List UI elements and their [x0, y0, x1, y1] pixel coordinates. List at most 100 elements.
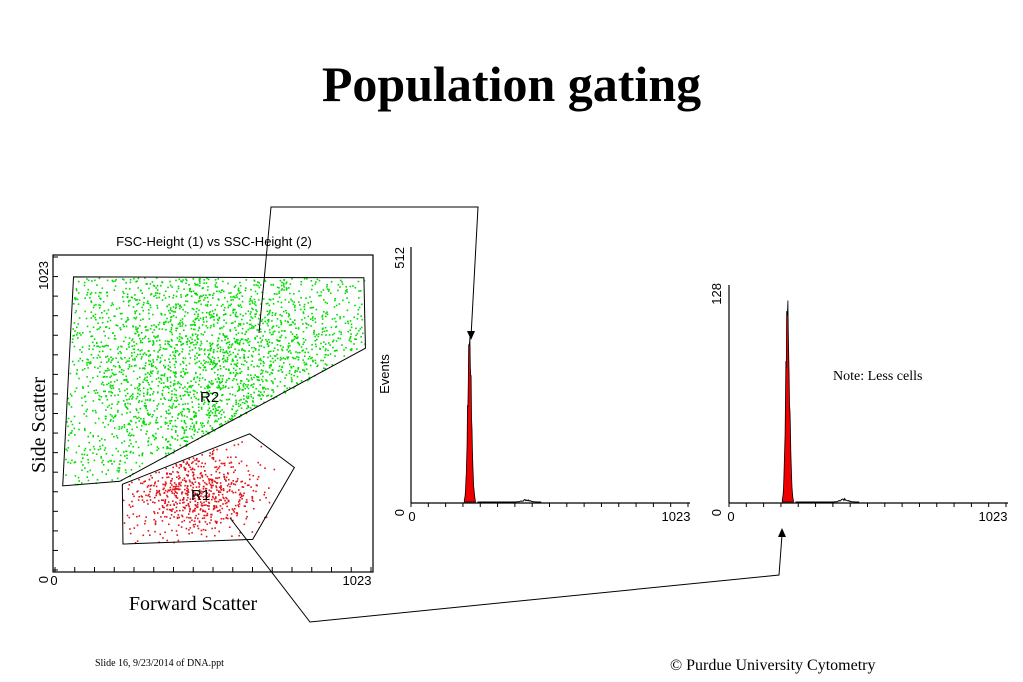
data-point-r2 — [219, 410, 222, 413]
data-point-r2 — [232, 296, 234, 298]
data-point-r1 — [193, 478, 196, 480]
data-point-r2 — [347, 320, 349, 323]
data-point-r2 — [280, 334, 283, 337]
data-point-r2 — [107, 423, 110, 426]
data-point-r2 — [191, 422, 194, 424]
data-point-r2 — [251, 360, 254, 362]
data-point-r2 — [85, 410, 87, 412]
data-point-r2 — [124, 379, 126, 381]
data-point-r1 — [189, 501, 192, 503]
data-point-r2 — [116, 403, 119, 405]
data-point-r2 — [245, 339, 248, 342]
data-point-r1 — [198, 483, 201, 486]
data-point-r1 — [185, 481, 187, 483]
data-point-r2 — [307, 358, 310, 360]
data-point-r2 — [99, 326, 101, 328]
data-point-r2 — [110, 356, 112, 358]
data-point-r2 — [81, 457, 84, 460]
data-point-r2 — [184, 372, 187, 374]
data-point-r2 — [130, 394, 133, 397]
data-point-r2 — [226, 379, 228, 381]
data-point-r2 — [267, 345, 270, 348]
data-point-r2 — [303, 355, 306, 357]
data-point-r2 — [125, 325, 128, 328]
data-point-r2 — [106, 369, 108, 372]
data-point-r2 — [147, 441, 149, 443]
data-point-r2 — [73, 415, 76, 418]
data-point-r2 — [326, 330, 328, 332]
data-point-r2 — [176, 399, 179, 401]
data-point-r2 — [188, 340, 191, 342]
data-point-r2 — [217, 356, 220, 359]
data-point-r2 — [82, 386, 84, 388]
data-point-r2 — [312, 359, 314, 362]
data-point-r2 — [321, 316, 324, 318]
data-point-r2 — [286, 357, 289, 360]
data-point-r2 — [231, 415, 233, 417]
data-point-r2 — [139, 389, 141, 392]
data-point-r2 — [227, 346, 230, 348]
data-point-r2 — [144, 377, 146, 379]
data-point-r2 — [213, 400, 216, 402]
data-point-r2 — [285, 309, 287, 312]
data-point-r2 — [126, 408, 129, 410]
data-point-r1 — [192, 509, 194, 512]
data-point-r2 — [194, 301, 196, 304]
data-point-r2 — [193, 414, 196, 417]
data-point-r1 — [180, 465, 182, 468]
data-point-r2 — [287, 345, 290, 347]
data-point-r2 — [252, 400, 254, 402]
data-point-r1 — [156, 491, 158, 494]
data-point-r1 — [157, 491, 159, 493]
data-point-r1 — [220, 489, 223, 491]
data-point-r2 — [239, 382, 242, 385]
data-point-r2 — [203, 321, 205, 323]
data-point-r2 — [104, 390, 106, 393]
data-point-r2 — [124, 455, 126, 457]
data-point-r2 — [180, 306, 183, 308]
data-point-r2 — [226, 335, 228, 337]
data-point-r2 — [197, 354, 200, 356]
data-point-r1 — [209, 455, 211, 457]
data-point-r1 — [199, 473, 202, 475]
data-point-r2 — [206, 303, 209, 306]
data-point-r2 — [71, 338, 74, 340]
data-point-r2 — [154, 366, 157, 368]
data-point-r2 — [218, 359, 221, 362]
data-point-r2 — [260, 398, 262, 400]
data-point-r2 — [74, 297, 76, 299]
data-point-r1 — [158, 492, 161, 495]
data-point-r1 — [161, 505, 164, 507]
data-point-r2 — [162, 321, 165, 324]
data-point-r2 — [237, 372, 239, 375]
data-point-r2 — [136, 303, 138, 306]
data-point-r2 — [299, 351, 301, 354]
data-point-r2 — [275, 396, 278, 398]
data-point-r2 — [227, 347, 230, 349]
data-point-r2 — [291, 340, 293, 343]
data-point-r1 — [164, 515, 166, 518]
hist2-secondary-peak — [795, 497, 860, 503]
data-point-r2 — [92, 348, 94, 351]
data-point-r1 — [128, 504, 131, 506]
data-point-r1 — [211, 451, 214, 453]
data-point-r2 — [321, 323, 324, 325]
data-point-r2 — [160, 378, 163, 381]
data-point-r1 — [216, 448, 218, 451]
data-point-r2 — [240, 407, 243, 409]
data-point-r2 — [234, 375, 236, 377]
data-point-r2 — [152, 393, 154, 395]
data-point-r2 — [180, 294, 182, 296]
data-point-r2 — [198, 428, 200, 431]
data-point-r2 — [171, 393, 173, 395]
data-point-r1 — [180, 526, 183, 528]
data-point-r2 — [268, 311, 271, 314]
data-point-r2 — [126, 428, 128, 431]
data-point-r2 — [247, 341, 249, 344]
data-point-r2 — [225, 351, 228, 353]
data-point-r2 — [238, 323, 241, 325]
data-point-r1 — [230, 482, 233, 484]
data-point-r1 — [196, 525, 199, 527]
data-point-r2 — [149, 422, 152, 424]
data-point-r2 — [258, 317, 260, 320]
